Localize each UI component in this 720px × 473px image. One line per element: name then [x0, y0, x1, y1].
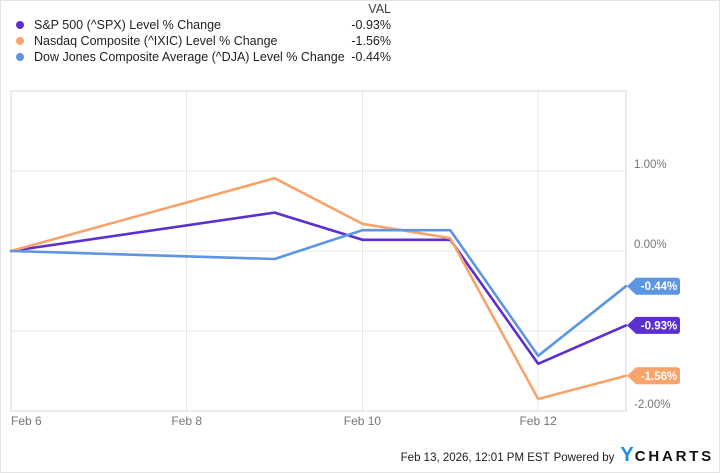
- legend-item: Dow Jones Composite Average (^DJA) Level…: [1, 49, 391, 65]
- footer: The Motley Fool. Feb 13, 2026, 12:01 PM …: [1, 433, 720, 473]
- attribution: Feb 13, 2026, 12:01 PM EST Powered by Y …: [401, 445, 714, 465]
- y-axis-tick-label: 0.00%: [634, 239, 667, 251]
- legend-item: S&P 500 (^SPX) Level % Change -0.93%: [1, 17, 391, 33]
- legend-series-value: -0.44%: [351, 50, 391, 64]
- legend-series-label: Dow Jones Composite Average (^DJA) Level…: [34, 50, 345, 64]
- ycharts-y-glyph: Y: [620, 445, 633, 465]
- timestamp: Feb 13, 2026, 12:01 PM EST: [401, 452, 550, 464]
- x-axis-tick-label: Feb 6: [11, 414, 42, 428]
- ycharts-wordmark: CHARTS: [635, 448, 714, 465]
- y-axis-tick-label: 1.00%: [634, 159, 667, 171]
- legend-series-dot-icon: [16, 21, 24, 29]
- legend-series-value: -1.56%: [351, 34, 391, 48]
- legend-rows: S&P 500 (^SPX) Level % Change-0.93%Nasda…: [1, 17, 391, 65]
- series-line-1: [11, 178, 626, 399]
- y-axis-tick-label: -2.00%: [634, 399, 670, 411]
- value-badge-label-0: -0.93%: [641, 320, 677, 332]
- x-axis-tick-label: Feb 12: [519, 414, 557, 428]
- series-line-2: [11, 230, 626, 356]
- legend-series-label: Nasdaq Composite (^IXIC) Level % Change: [34, 34, 277, 48]
- legend-val-header: VAL: [1, 1, 391, 17]
- ycharts-logo[interactable]: Y CHARTS: [620, 445, 714, 465]
- legend-item: Nasdaq Composite (^IXIC) Level % Change -…: [1, 33, 391, 49]
- line-chart: -0.93% -1.56% -0.44% 1.00% 0.00% -2.00% Feb 6 F…: [1, 1, 720, 473]
- x-axis-tick-label: Feb 10: [344, 414, 382, 428]
- x-axis-tick-label: Feb 8: [171, 414, 202, 428]
- legend-series-dot-icon: [16, 53, 24, 61]
- series-line-0: [11, 213, 626, 364]
- legend-series-dot-icon: [16, 37, 24, 45]
- stock-chart-widget: VAL S&P 500 (^SPX) Level % Change-0.93%N…: [0, 0, 720, 473]
- legend-series-label: S&P 500 (^SPX) Level % Change: [34, 18, 221, 32]
- legend: VAL S&P 500 (^SPX) Level % Change-0.93%N…: [1, 1, 391, 65]
- powered-by-label: Powered by: [554, 452, 615, 464]
- legend-series-value: -0.93%: [351, 18, 391, 32]
- value-badge-label-2: -0.44%: [641, 281, 677, 293]
- value-badge-label-1: -1.56%: [641, 371, 677, 383]
